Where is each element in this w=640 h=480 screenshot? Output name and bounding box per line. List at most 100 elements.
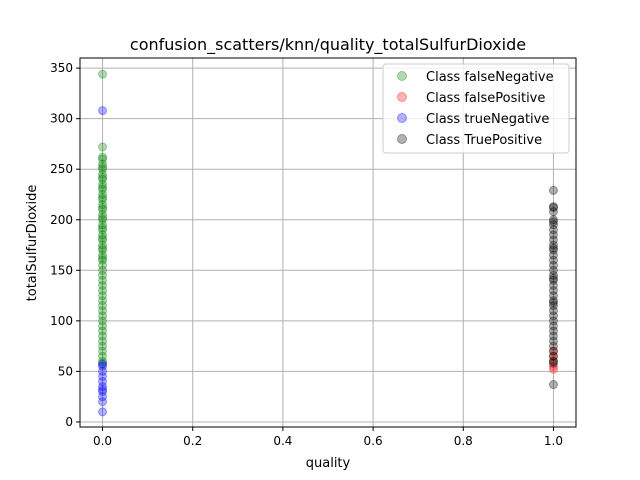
data-point [98,351,108,361]
data-point [98,346,108,356]
data-point [548,240,558,250]
data-point [98,341,108,351]
data-point [548,215,558,225]
data-point [98,359,108,369]
data-point [548,306,558,316]
data-point [548,245,558,255]
data-point [98,223,108,233]
data-point [98,106,108,116]
data-point [548,301,558,311]
data-point [98,164,108,174]
data-point [98,385,108,395]
data-point [98,358,108,368]
data-point [548,341,558,351]
data-point [98,220,108,230]
x-tick-label: 0.4 [273,434,292,448]
data-point [98,321,108,331]
x-tick-label: 0.6 [364,434,383,448]
data-point [98,377,108,387]
data-point [548,336,558,346]
data-point [548,346,558,356]
data-point [548,250,558,260]
data-point [548,275,558,285]
data-point [98,301,108,311]
data-point [548,220,558,230]
legend-label: Class falsePositive [426,91,545,106]
data-point [548,255,558,265]
data-point [98,316,108,326]
data-point [548,235,558,245]
data-point [98,387,108,397]
legend-label: Class trueNegative [426,112,549,127]
data-point [548,243,558,253]
data-point [98,184,108,194]
data-point [98,162,108,172]
data-point [98,397,108,407]
data-point [98,225,108,235]
data-points [98,69,558,417]
x-tick-label: 0.8 [454,434,473,448]
chart-title: confusion_scatters/knn/quality_totalSulf… [130,35,526,55]
data-point [548,321,558,331]
data-point [98,366,108,376]
data-point [548,230,558,240]
data-point [98,182,108,192]
data-point [548,346,558,356]
data-point [548,358,558,368]
legend-label: Class falseNegative [426,70,554,85]
data-point [98,174,108,184]
data-point [548,361,558,371]
data-point [548,202,558,212]
data-point [548,351,558,361]
data-point [98,172,108,182]
data-point [548,185,558,195]
data-point [548,203,558,213]
data-point [98,356,108,366]
data-point [98,179,108,189]
data-point [98,195,108,205]
y-axis-ticks: 0 50 100 150 200 250 300 350 [50,61,80,429]
data-point [98,270,108,280]
data-point [98,189,108,199]
data-point [548,356,558,366]
legend-marker [397,113,407,123]
data-point [98,280,108,290]
x-tick-label: 1.0 [544,434,563,448]
data-point [548,207,558,217]
data-point [98,243,108,253]
data-point [98,296,108,306]
data-point [98,286,108,296]
y-tick-label: 250 [50,162,73,176]
data-point [548,286,558,296]
data-point [98,275,108,285]
data-point [98,152,108,162]
y-tick-label: 200 [50,213,73,227]
data-point [98,407,108,417]
data-point [98,311,108,321]
legend: Class falseNegative Class falsePositive Cl… [382,63,570,154]
data-point [548,273,558,283]
data-point [98,265,108,275]
data-point [548,380,558,390]
series-0 [98,69,108,368]
data-point [548,225,558,235]
data-point [548,331,558,341]
x-axis-label: quality [306,456,351,471]
data-point [548,356,558,366]
data-point [98,159,108,169]
data-point [548,260,558,270]
legend-box [382,63,570,154]
data-point [98,230,108,240]
legend-marker [397,71,407,81]
series-1 [548,346,558,374]
data-point [548,217,558,227]
x-axis-ticks: 0.0 0.2 0.4 0.6 0.8 1.0 [93,427,563,448]
data-point [98,213,108,223]
data-point [98,291,108,301]
data-point [98,260,108,270]
data-point [548,298,558,308]
data-point [98,215,108,225]
data-point [98,361,108,371]
data-point [98,203,108,213]
